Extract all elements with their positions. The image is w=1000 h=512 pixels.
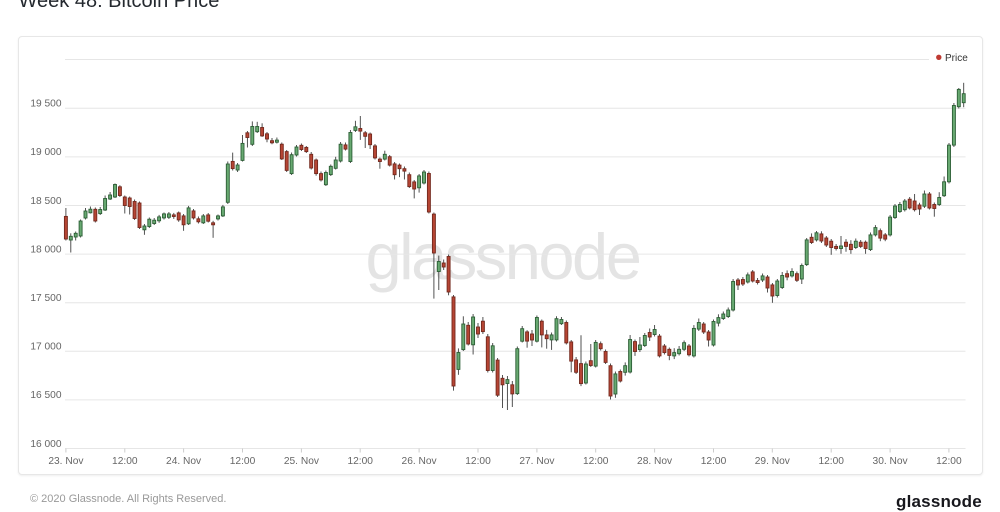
svg-text:25. Nov: 25. Nov [284, 456, 320, 467]
svg-text:23. Nov: 23. Nov [48, 456, 84, 467]
svg-text:12:00: 12:00 [465, 456, 491, 467]
svg-text:24. Nov: 24. Nov [166, 456, 202, 467]
svg-text:12:00: 12:00 [818, 456, 844, 467]
svg-text:18 000: 18 000 [30, 244, 61, 255]
svg-text:27. Nov: 27. Nov [519, 456, 555, 467]
svg-text:28. Nov: 28. Nov [637, 456, 673, 467]
svg-text:16 500: 16 500 [30, 390, 61, 401]
svg-text:12:00: 12:00 [936, 456, 962, 467]
svg-text:12:00: 12:00 [230, 456, 256, 467]
svg-text:17 500: 17 500 [30, 293, 61, 304]
svg-text:12:00: 12:00 [701, 456, 727, 467]
svg-text:12:00: 12:00 [112, 456, 138, 467]
svg-text:29. Nov: 29. Nov [755, 456, 791, 467]
svg-text:12:00: 12:00 [347, 456, 373, 467]
svg-text:18 500: 18 500 [30, 196, 61, 207]
svg-text:19 500: 19 500 [30, 99, 61, 110]
svg-text:19 000: 19 000 [30, 147, 61, 158]
svg-text:30. Nov: 30. Nov [873, 456, 909, 467]
svg-text:Price: Price [945, 53, 968, 64]
svg-text:12:00: 12:00 [583, 456, 609, 467]
svg-text:16 000: 16 000 [30, 439, 61, 450]
svg-text:26. Nov: 26. Nov [402, 456, 438, 467]
svg-text:17 000: 17 000 [30, 342, 61, 353]
